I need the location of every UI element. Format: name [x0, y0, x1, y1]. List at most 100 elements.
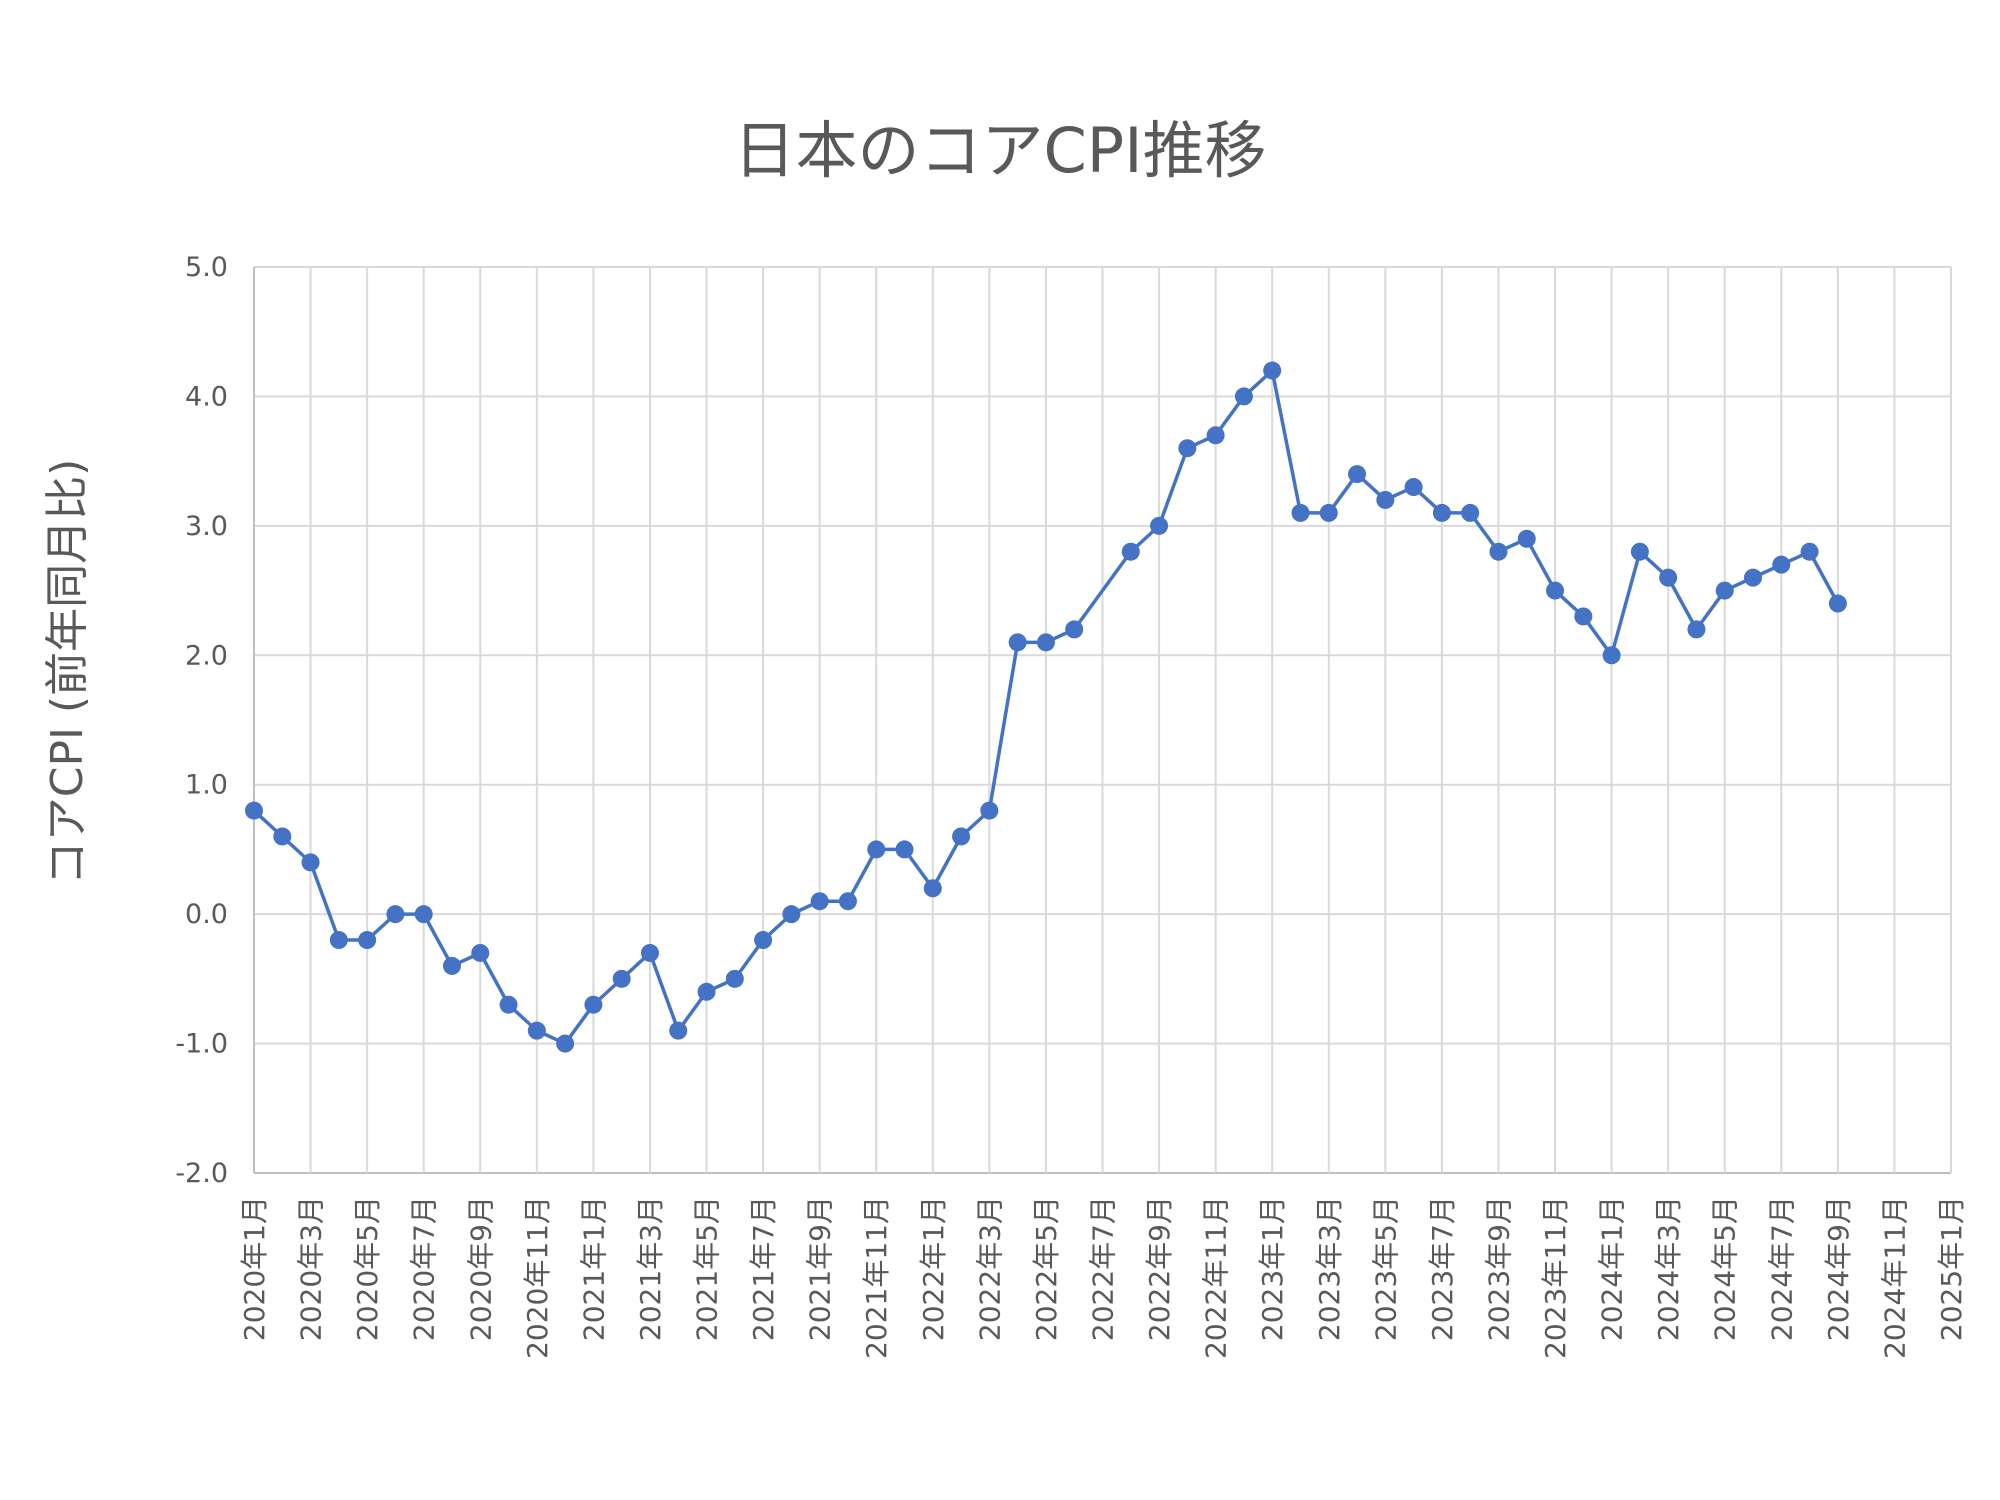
x-tick-label: 2020年7月 [408, 1196, 441, 1341]
gridlines [253, 266, 1952, 1174]
x-tick-label: 2022年9月 [1143, 1196, 1176, 1341]
data-point-marker [1744, 568, 1763, 587]
data-point-marker [725, 969, 744, 988]
x-tick-label: 2021年5月 [691, 1196, 724, 1341]
data-point-marker [1489, 542, 1508, 561]
x-tick-label: 2020年11月 [521, 1196, 554, 1359]
data-point-marker [1291, 503, 1310, 522]
y-axis-ticks: 5.0 4.0 3.0 2.0 1.0 0.0 -1.0 -2.0 [175, 252, 228, 1189]
data-point-marker [923, 879, 942, 898]
y-tick-label: 5.0 [185, 252, 228, 283]
data-point-marker [556, 1034, 575, 1053]
x-tick-label: 2023年1月 [1256, 1196, 1289, 1341]
x-tick-label: 2022年3月 [973, 1196, 1006, 1341]
data-point-marker [1715, 581, 1734, 600]
data-point-marker [1404, 478, 1423, 497]
x-tick-label: 2023年5月 [1369, 1196, 1402, 1341]
data-point-marker [442, 956, 461, 975]
data-point-marker [640, 943, 659, 962]
data-point-marker [499, 995, 518, 1014]
data-point-marker [1772, 555, 1791, 574]
data-point-marker [1517, 529, 1536, 548]
data-point-marker [980, 801, 999, 820]
data-point-marker [1574, 607, 1593, 626]
data-point-marker [1687, 620, 1706, 639]
data-point-marker [612, 969, 631, 988]
data-point-marker [782, 905, 801, 924]
y-tick-label: 0.0 [185, 899, 228, 930]
x-tick-label: 2020年9月 [464, 1196, 497, 1341]
x-tick-label: 2023年11月 [1539, 1196, 1572, 1359]
data-point-marker [1178, 439, 1197, 458]
data-point-marker [838, 892, 857, 911]
data-point-marker [895, 840, 914, 859]
x-tick-label: 2024年5月 [1709, 1196, 1742, 1341]
x-tick-label: 2021年7月 [747, 1196, 780, 1341]
data-point-marker [245, 801, 263, 820]
data-point-marker [1630, 542, 1649, 561]
data-point-marker [1432, 503, 1451, 522]
x-tick-label: 2024年9月 [1822, 1196, 1855, 1341]
x-tick-label: 2025年1月 [1935, 1196, 1968, 1341]
x-tick-label: 2024年11月 [1878, 1196, 1911, 1359]
data-point-marker [1800, 542, 1819, 561]
data-point-marker [329, 931, 348, 950]
x-tick-label: 2021年11月 [860, 1196, 893, 1359]
y-tick-label: 4.0 [185, 381, 228, 412]
x-axis-ticks: 2020年1月 2020年3月 2020年5月 2020年7月 2020年9月 2020年… [238, 1196, 1968, 1359]
data-point-marker [471, 943, 490, 962]
data-point-marker [1150, 516, 1169, 535]
x-tick-label: 2020年1月 [238, 1196, 271, 1341]
data-point-marker [1065, 620, 1084, 639]
data-point-marker [754, 931, 773, 950]
x-tick-label: 2022年11月 [1200, 1196, 1233, 1359]
data-point-marker [1206, 426, 1225, 445]
data-point-marker [1008, 633, 1027, 652]
data-point-marker [1348, 465, 1367, 484]
y-tick-label: 2.0 [185, 640, 228, 671]
x-tick-label: 2024年1月 [1596, 1196, 1629, 1341]
y-axis-title: コアCPI (前年同月比) [42, 459, 93, 886]
data-point-marker [952, 827, 971, 846]
x-tick-label: 2024年3月 [1652, 1196, 1685, 1341]
data-point-marker [1376, 490, 1395, 509]
data-point-marker [1602, 646, 1621, 665]
x-tick-label: 2020年3月 [295, 1196, 328, 1341]
data-point-marker [584, 995, 603, 1014]
data-point-marker [1319, 503, 1338, 522]
plot-area [245, 361, 1847, 1053]
x-tick-label: 2021年9月 [804, 1196, 837, 1341]
data-point-marker [669, 1021, 688, 1040]
data-point-marker [301, 853, 320, 872]
data-point-marker [1546, 581, 1565, 600]
data-point-marker [358, 931, 377, 950]
data-point-marker [1461, 503, 1480, 522]
data-point-marker [697, 982, 716, 1001]
data-point-marker [273, 827, 292, 846]
y-tick-label: 3.0 [185, 511, 228, 542]
y-tick-label: -2.0 [175, 1158, 228, 1189]
x-tick-label: 2023年7月 [1426, 1196, 1459, 1341]
data-point-marker [810, 892, 829, 911]
data-point-marker [1121, 542, 1140, 561]
x-tick-label: 2024年7月 [1765, 1196, 1798, 1341]
x-tick-label: 2021年1月 [577, 1196, 610, 1341]
x-tick-label: 2021年3月 [634, 1196, 667, 1341]
data-point-marker [1828, 594, 1847, 613]
x-tick-label: 2023年9月 [1482, 1196, 1515, 1341]
data-point-marker [867, 840, 886, 859]
data-point-marker [414, 905, 433, 924]
data-point-marker [527, 1021, 546, 1040]
x-tick-label: 2020年5月 [351, 1196, 384, 1341]
x-tick-label: 2023年3月 [1313, 1196, 1346, 1341]
y-tick-label: -1.0 [175, 1029, 228, 1060]
x-tick-label: 2022年7月 [1087, 1196, 1120, 1341]
data-point-marker [386, 905, 405, 924]
data-point-marker [1263, 361, 1282, 380]
chart-title: 日本のコアCPI推移 [734, 114, 1267, 187]
x-tick-label: 2022年1月 [917, 1196, 950, 1341]
data-point-marker [1659, 568, 1678, 587]
y-tick-label: 1.0 [185, 770, 228, 801]
x-tick-label: 2022年5月 [1030, 1196, 1063, 1341]
